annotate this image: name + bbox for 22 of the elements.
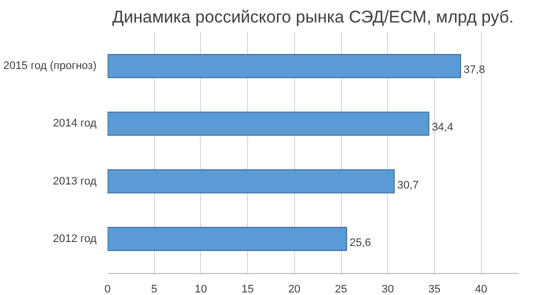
data-label: 30,7 xyxy=(397,179,419,192)
y-tick-label: 2012 год xyxy=(52,232,98,245)
data-label: 25,6 xyxy=(350,236,372,249)
y-tick-label: 2013 год xyxy=(52,175,98,188)
data-label: 34,4 xyxy=(432,122,454,134)
x-tick-label: 5 xyxy=(151,284,158,295)
x-tick-label: 25 xyxy=(334,284,348,295)
x-tick-label: 0 xyxy=(104,284,111,295)
chart-title: Динамика российского рынка СЭД/ECM, млрд руб. xyxy=(112,8,514,26)
x-tick-label: 40 xyxy=(475,284,488,295)
x-tick-label: 10 xyxy=(194,284,208,295)
x-tick-label: 15 xyxy=(241,284,254,295)
x-tick-label: 30 xyxy=(382,284,394,295)
bar xyxy=(108,112,430,136)
y-tick-label: 2014 год xyxy=(52,118,98,130)
x-tick-label: 35 xyxy=(428,284,441,295)
x-tick-label: 20 xyxy=(288,284,300,295)
bar xyxy=(108,54,462,78)
bar xyxy=(108,226,348,251)
y-tick-label: 2015 год (прогноз) xyxy=(3,60,97,72)
data-label: 37,8 xyxy=(464,64,486,76)
bar xyxy=(108,169,395,194)
